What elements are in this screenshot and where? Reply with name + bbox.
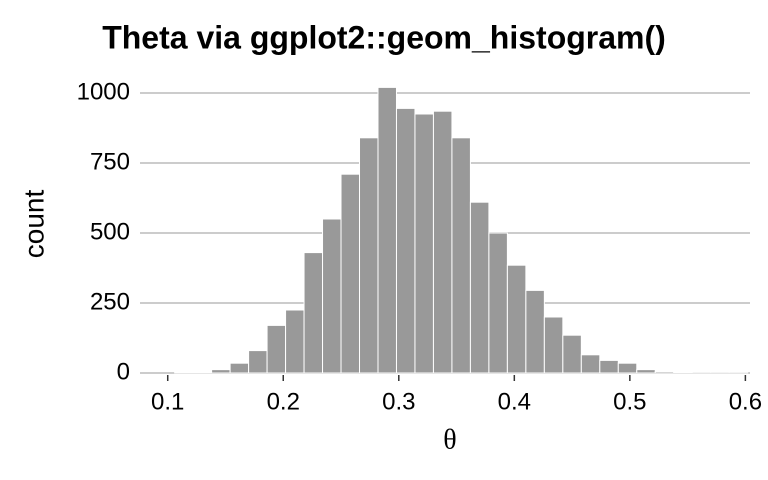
bar xyxy=(432,110,453,374)
bar xyxy=(488,232,508,374)
y-tick-label: 500 xyxy=(90,218,130,245)
bar xyxy=(599,359,619,374)
bar xyxy=(617,362,638,374)
bar xyxy=(525,289,545,374)
x-tick-label: 0.3 xyxy=(382,388,415,415)
bar xyxy=(673,371,693,374)
bar xyxy=(359,137,379,374)
y-tick-label: 1000 xyxy=(77,78,130,105)
y-tick-label: 250 xyxy=(90,288,130,315)
bar xyxy=(543,316,564,374)
x-axis-label: θ xyxy=(443,424,456,455)
x-tick-label: 0.6 xyxy=(729,388,762,415)
y-axis-label: count xyxy=(18,190,49,259)
bar xyxy=(395,107,416,374)
bar xyxy=(506,264,527,374)
bar xyxy=(340,173,361,374)
bar xyxy=(248,350,268,374)
x-tick-label: 0.4 xyxy=(498,388,531,415)
y-tick-label: 0 xyxy=(117,358,130,385)
y-tick-label: 750 xyxy=(90,148,130,175)
x-tick-label: 0.2 xyxy=(267,388,300,415)
bar xyxy=(580,354,601,374)
bar xyxy=(285,309,305,374)
bar xyxy=(192,371,213,374)
bar xyxy=(303,252,324,374)
bar xyxy=(174,371,194,374)
bar xyxy=(414,113,434,374)
bar xyxy=(322,218,342,374)
x-tick-label: 0.5 xyxy=(613,388,646,415)
bar xyxy=(377,86,397,374)
bar xyxy=(469,201,490,374)
bar xyxy=(654,371,675,374)
bar xyxy=(636,369,656,374)
chart-title: Theta via ggplot2::geom_histogram() xyxy=(102,19,666,55)
bar xyxy=(562,334,582,374)
bar xyxy=(229,362,250,374)
bar xyxy=(266,324,287,374)
bar xyxy=(211,369,231,374)
bar xyxy=(451,137,471,374)
x-tick-label: 0.1 xyxy=(151,388,184,415)
